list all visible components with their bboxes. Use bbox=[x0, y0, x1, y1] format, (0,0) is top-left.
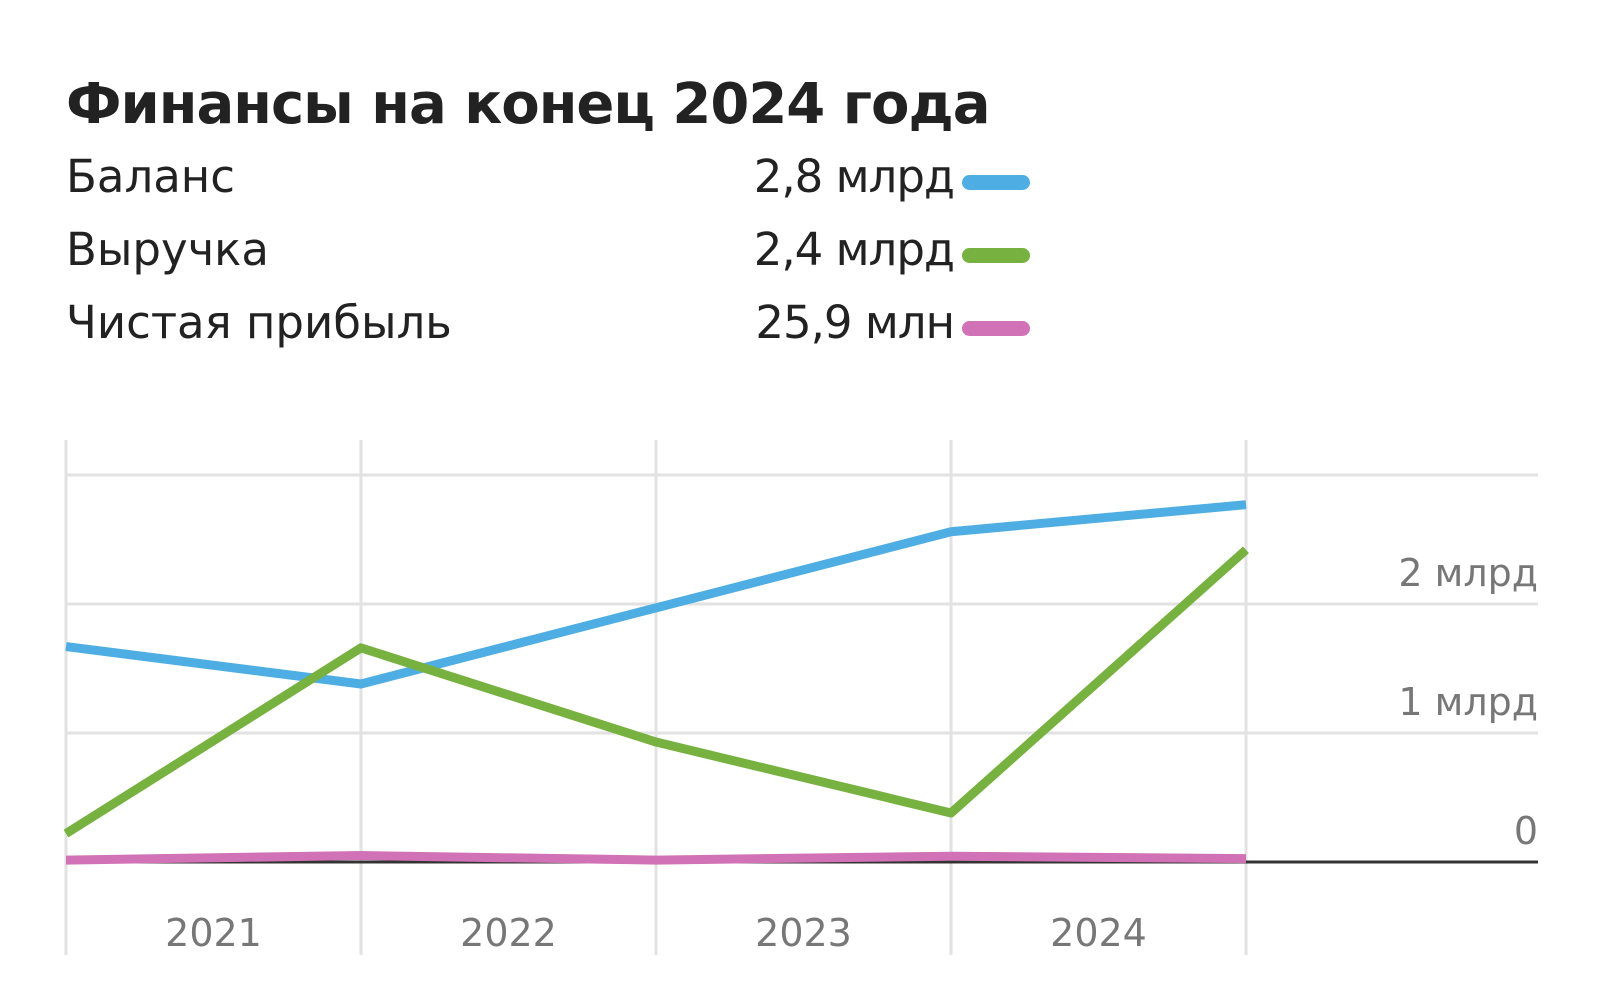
y-tick-label: 2 млрд bbox=[1398, 551, 1538, 595]
x-tick-label: 2021 bbox=[165, 911, 262, 955]
y-tick-label: 1 млрд bbox=[1398, 680, 1538, 724]
legend-item-revenue: Выручка 2,4 млрд bbox=[66, 223, 1046, 283]
legend-label: Чистая прибыль bbox=[66, 296, 452, 349]
series-line-net-profit bbox=[65, 851, 1247, 865]
legend-swatch bbox=[962, 175, 1030, 190]
legend-item-net-profit: Чистая прибыль 25,9 млн bbox=[66, 296, 1046, 356]
legend-value: 2,4 млрд bbox=[753, 223, 955, 276]
legend-value: 2,8 млрд bbox=[753, 150, 955, 203]
x-tick-label: 2024 bbox=[1050, 911, 1147, 955]
legend-label: Выручка bbox=[66, 223, 269, 276]
legend-swatch bbox=[962, 248, 1030, 263]
legend-value: 25,9 млн bbox=[755, 296, 955, 349]
x-tick-label: 2022 bbox=[460, 911, 557, 955]
x-tick-label: 2023 bbox=[755, 911, 852, 955]
chart-title: Финансы на конец 2024 года bbox=[66, 72, 991, 137]
legend-label: Баланс bbox=[66, 150, 235, 203]
y-tick-label: 0 bbox=[1514, 809, 1538, 853]
series-line-revenue bbox=[63, 546, 1249, 838]
legend-item-balance: Баланс 2,8 млрд bbox=[66, 150, 1046, 210]
series-line-balance bbox=[65, 500, 1247, 689]
legend-swatch bbox=[962, 321, 1030, 336]
